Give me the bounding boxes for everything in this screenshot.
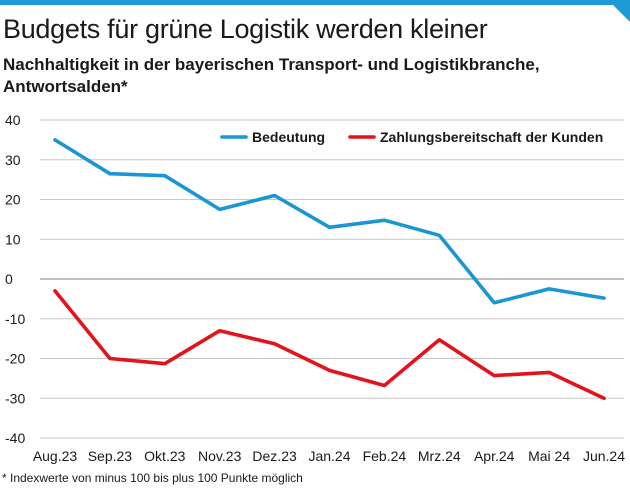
x-tick-label: Sep.23 [88, 448, 133, 464]
series-line-1 [53, 138, 606, 305]
x-tick-label: Feb.24 [363, 448, 407, 464]
x-tick-label: Okt.23 [144, 448, 185, 464]
y-tick-label: 0 [5, 271, 13, 287]
y-tick-label: 40 [5, 112, 21, 128]
y-tick-label: -40 [5, 430, 25, 446]
line-chart: 40 30 20 10 0 -10 -20 -30 -40 Aug.23 Sep.23 Okt.23 N… [0, 108, 630, 468]
x-tick-label: Mrz.24 [418, 448, 461, 464]
y-tick-label: -20 [5, 351, 25, 367]
x-tick-label: Mai 24 [528, 448, 570, 464]
y-tick-label: 20 [5, 192, 21, 208]
legend-label-2: Zahlungsbereitschaft der Kunden [380, 129, 603, 145]
top-accent-bar [0, 0, 630, 5]
chart-svg: 40 30 20 10 0 -10 -20 -30 -40 Aug.23 Sep.23 Okt.23 N… [5, 112, 625, 464]
series-line-2 [53, 289, 606, 401]
x-tick-label: Jan.24 [308, 448, 350, 464]
chart-title: Budgets für grüne Logistik werden kleine… [3, 14, 488, 44]
footnote: * Indexwerte von minus 100 bis plus 100 … [2, 471, 303, 485]
x-tick-label: Nov.23 [198, 448, 242, 464]
x-tick-label: Aug.23 [33, 448, 78, 464]
y-tick-label: 10 [5, 231, 21, 247]
x-tick-label: Dez.23 [252, 448, 297, 464]
x-tick-label: Jun.24 [583, 448, 625, 464]
y-tick-label: -30 [5, 390, 25, 406]
corner-accent [608, 0, 630, 22]
x-tick-label: Apr.24 [474, 448, 515, 464]
chart-subtitle: Nachhaltigkeit in der bayerischen Transp… [3, 55, 540, 96]
y-tick-label: -10 [5, 311, 25, 327]
legend-label-1: Bedeutung [252, 129, 325, 145]
y-tick-label: 30 [5, 152, 21, 168]
